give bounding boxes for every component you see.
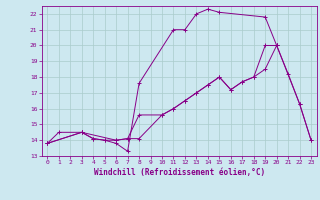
X-axis label: Windchill (Refroidissement éolien,°C): Windchill (Refroidissement éolien,°C) (94, 168, 265, 177)
